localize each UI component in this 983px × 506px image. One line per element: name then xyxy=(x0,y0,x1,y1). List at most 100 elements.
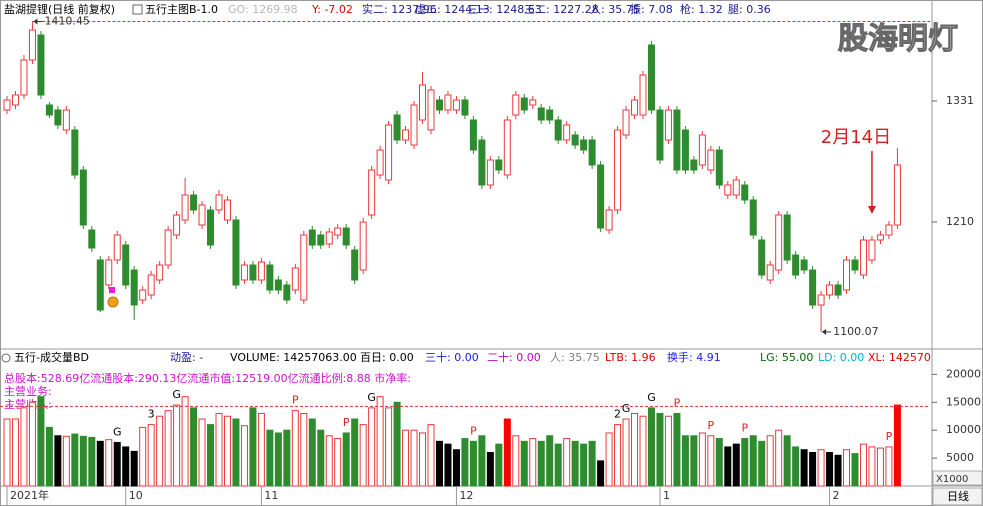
extreme-label: 1410.45 xyxy=(44,15,90,28)
candle-body xyxy=(283,284,291,301)
volume-bar xyxy=(520,440,528,487)
volume-bar xyxy=(317,429,325,487)
volume-signal: G xyxy=(172,388,181,401)
volume-bar xyxy=(698,432,706,487)
volume-bar xyxy=(79,435,87,487)
candle-body xyxy=(37,34,45,96)
header-item: 腿: 0.36 xyxy=(728,3,771,16)
candle-body xyxy=(215,194,223,211)
candle-body xyxy=(639,74,647,116)
candle-body xyxy=(164,229,172,266)
volume-signal: P xyxy=(674,396,681,409)
candle-body xyxy=(741,184,749,201)
volume-bar xyxy=(71,433,79,487)
volume-bar xyxy=(495,443,503,487)
volume-bar xyxy=(105,439,113,487)
volume-bar xyxy=(690,435,698,487)
candle-body xyxy=(351,249,359,281)
volume-bar xyxy=(461,438,469,487)
volume-bar xyxy=(223,415,231,487)
x-tick-label: 11 xyxy=(264,489,278,502)
candle-body xyxy=(359,221,367,271)
volume-bar xyxy=(800,449,808,487)
candle-body xyxy=(732,179,740,196)
volume-bar xyxy=(393,401,401,487)
candle-body xyxy=(588,139,596,166)
candle-body xyxy=(139,289,147,301)
volume-bar xyxy=(376,396,384,487)
candle-body xyxy=(291,267,299,291)
candle-body xyxy=(495,159,503,171)
volume-bar xyxy=(359,424,367,487)
candle-body xyxy=(257,261,265,281)
header-item: 换手: 4.91 xyxy=(667,350,721,364)
header-item: 虚二: 1244.13 xyxy=(415,3,490,16)
candle-body xyxy=(800,259,808,271)
volume-bar xyxy=(656,412,664,487)
x-tick-label: 1 xyxy=(663,489,670,502)
volume-bar xyxy=(775,429,783,487)
candle-body xyxy=(478,139,486,186)
volume-bar xyxy=(614,424,622,487)
volume-bar xyxy=(580,443,588,487)
info-line: 主营业务: xyxy=(4,384,52,398)
volume-bar xyxy=(452,449,460,487)
volume-bar xyxy=(893,404,901,487)
candle-body xyxy=(249,264,257,281)
candle-body xyxy=(826,284,834,296)
volume-bar xyxy=(597,460,605,487)
volume-bar xyxy=(173,404,181,487)
candle-body xyxy=(698,134,706,166)
header-item: 三二: 1227.28 xyxy=(524,3,599,16)
candle-body xyxy=(537,107,545,121)
volume-bar xyxy=(758,440,766,487)
volume-signal: 3 xyxy=(148,408,155,421)
y-tick-label: 20000 xyxy=(946,367,981,380)
candle-body xyxy=(317,234,325,246)
unit-label: X1000 xyxy=(936,474,968,485)
volume-bar xyxy=(876,447,884,487)
volume-bar xyxy=(96,440,104,487)
candle-body xyxy=(512,94,520,116)
header-item: GO: 1269.98 xyxy=(228,3,298,16)
volume-bar xyxy=(673,412,681,487)
volume-signal: G xyxy=(367,391,376,404)
header-item: 动盈: - xyxy=(170,351,203,364)
volume-bar xyxy=(130,450,138,487)
candle-body xyxy=(614,129,622,211)
candle-body xyxy=(715,149,723,186)
volume-bar xyxy=(198,418,206,487)
candle-body xyxy=(766,264,774,281)
candle-body xyxy=(707,149,715,171)
y-tick-label: 5000 xyxy=(946,451,974,464)
candle-body xyxy=(173,214,181,236)
candle-body xyxy=(402,129,410,141)
candle-body xyxy=(28,29,36,61)
candle-body xyxy=(266,264,274,291)
volume-bar xyxy=(274,432,282,487)
volume-bar xyxy=(537,440,545,487)
volume-signal: P xyxy=(470,424,477,437)
candle-body xyxy=(11,94,19,106)
candle-body xyxy=(724,184,732,196)
candle-body xyxy=(775,214,783,271)
volume-bar xyxy=(766,435,774,487)
x-tick-label: 2 xyxy=(833,489,840,502)
candle-body xyxy=(122,244,130,286)
volume-bar xyxy=(283,429,291,487)
volume-bar xyxy=(478,435,486,487)
header-item: 实二: 1237.96 xyxy=(362,2,437,16)
volume-signal: P xyxy=(886,430,893,443)
volume-bar xyxy=(334,438,342,487)
volume-bar xyxy=(88,436,96,487)
candle-body xyxy=(274,279,282,291)
volume-bar xyxy=(291,410,299,487)
candle-body xyxy=(71,129,79,176)
header-item: 三十: 0.00 xyxy=(425,350,479,364)
volume-signal: P xyxy=(292,394,299,407)
candle-body xyxy=(486,159,494,186)
candle-body xyxy=(20,59,28,96)
volume-bar xyxy=(385,407,393,487)
watermark: 股海明灯 xyxy=(838,22,958,57)
